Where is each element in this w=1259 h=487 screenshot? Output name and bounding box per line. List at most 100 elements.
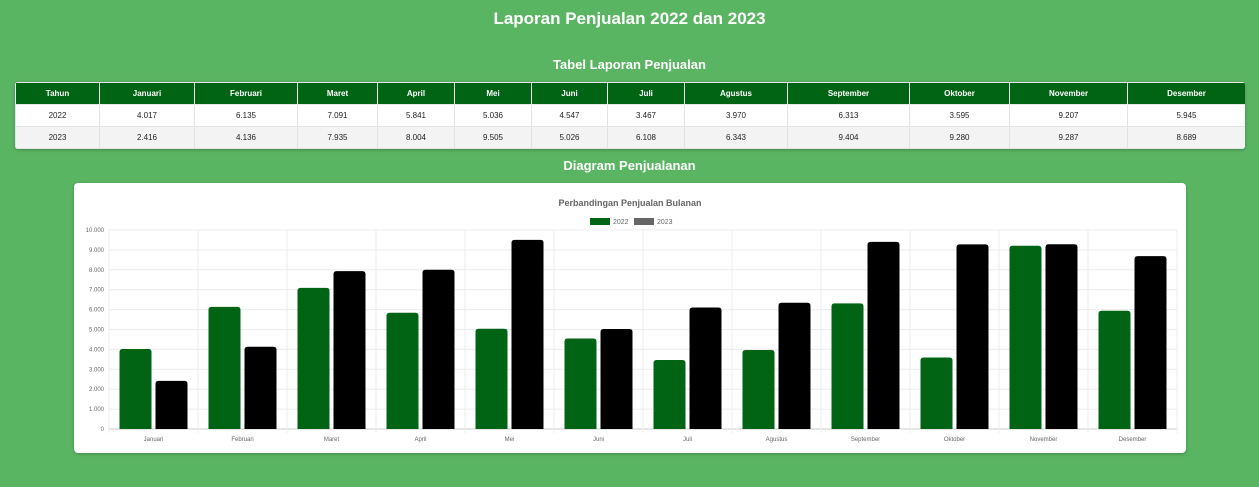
table-cell: 7.935 xyxy=(297,126,378,149)
table-cell: 2023 xyxy=(15,126,100,149)
bar-2023-Mei xyxy=(511,239,544,429)
bar-2022-November xyxy=(1009,245,1042,429)
x-tick-label: Desember xyxy=(1119,437,1147,443)
table-cell: 5.945 xyxy=(1127,104,1245,127)
bar-2022-April xyxy=(386,312,419,429)
table-cell: 5.026 xyxy=(531,126,608,149)
bar-2022-Maret xyxy=(297,287,330,429)
y-tick-label: 0 xyxy=(101,427,105,433)
header-cell: September xyxy=(787,82,910,105)
bar-2022-Juni xyxy=(564,338,597,429)
bar-2023-November xyxy=(1045,244,1078,429)
header-cell: Desember xyxy=(1127,82,1245,105)
legend-label-2022: 2022 xyxy=(613,219,629,226)
legend-label-2023: 2023 xyxy=(657,219,673,226)
y-tick-label: 2.000 xyxy=(89,387,105,393)
y-tick-label: 5.000 xyxy=(89,328,105,334)
table-cell: 6.343 xyxy=(684,126,788,149)
header-cell: Januari xyxy=(99,82,195,105)
table-cell: 5.841 xyxy=(377,104,455,127)
bar-2023-September xyxy=(867,241,900,429)
bar-2022-Januari xyxy=(119,349,152,429)
table-cell: 2022 xyxy=(15,104,100,127)
bar-2022-September xyxy=(831,303,864,429)
chart-section-title: Diagram Penjualanan xyxy=(563,158,696,173)
bar-2023-Oktober xyxy=(956,244,989,429)
header-cell: November xyxy=(1009,82,1128,105)
bar-2023-Februari xyxy=(244,346,277,429)
header-cell: Maret xyxy=(297,82,378,105)
table-cell: 9.505 xyxy=(454,126,532,149)
table-row: 2023 2.416 4.136 7.935 8.004 9.505 5.026… xyxy=(15,126,1245,149)
bar-2023-April xyxy=(422,269,455,429)
y-tick-label: 1.000 xyxy=(89,407,105,413)
table-cell: 5.036 xyxy=(454,104,532,127)
table-cell: 8.004 xyxy=(377,126,455,149)
bar-2023-Desember xyxy=(1134,256,1167,429)
table-cell: 4.136 xyxy=(194,126,298,149)
table-cell: 8.689 xyxy=(1127,126,1245,149)
bar-2023-Juli xyxy=(689,307,722,429)
y-tick-label: 8.000 xyxy=(89,268,105,274)
table-cell: 2.416 xyxy=(99,126,195,149)
table-row: 2022 4.017 6.135 7.091 5.841 5.036 4.547… xyxy=(15,104,1245,127)
x-tick-label: September xyxy=(851,437,880,443)
x-tick-label: Agustus xyxy=(766,437,788,443)
table-cell: 3.467 xyxy=(607,104,685,127)
header-cell: Agustus xyxy=(684,82,788,105)
bar-2023-Juni xyxy=(600,328,633,429)
y-tick-label: 7.000 xyxy=(89,288,105,294)
table-cell: 6.135 xyxy=(194,104,298,127)
chart-title: Perbandingan Penjualan Bulanan xyxy=(558,198,701,208)
table-cell: 9.287 xyxy=(1009,126,1128,149)
bar-2022-Oktober xyxy=(920,357,953,429)
x-tick-label: Mei xyxy=(505,437,515,443)
x-tick-label: Juli xyxy=(683,437,692,443)
header-cell: Tahun xyxy=(15,82,100,105)
header-cell: Oktober xyxy=(909,82,1010,105)
sales-table: Tahun Januari Februari Maret April Mei J… xyxy=(15,82,1245,149)
header-cell: Mei xyxy=(454,82,532,105)
header-cell: Februari xyxy=(194,82,298,105)
header-cell: Juli xyxy=(607,82,685,105)
table-header-row: Tahun Januari Februari Maret April Mei J… xyxy=(15,82,1245,105)
table-cell: 6.108 xyxy=(607,126,685,149)
y-tick-label: 9.000 xyxy=(89,248,105,254)
x-tick-label: Februari xyxy=(231,437,253,443)
table-cell: 7.091 xyxy=(297,104,378,127)
table-cell: 3.595 xyxy=(909,104,1010,127)
bar-2023-Agustus xyxy=(778,302,811,429)
table-cell: 3.970 xyxy=(684,104,788,127)
x-tick-label: Juni xyxy=(593,437,604,443)
bar-2022-Desember xyxy=(1098,310,1131,429)
sales-table-container: Tahun Januari Februari Maret April Mei J… xyxy=(15,82,1245,149)
legend-swatch-2023 xyxy=(634,218,654,225)
table-cell: 6.313 xyxy=(787,104,910,127)
page-title: Laporan Penjualan 2022 dan 2023 xyxy=(493,9,766,28)
y-tick-label: 10.000 xyxy=(86,228,105,234)
y-tick-label: 3.000 xyxy=(89,367,105,373)
x-tick-label: April xyxy=(414,437,426,443)
table-cell: 4.017 xyxy=(99,104,195,127)
bar-2023-Januari xyxy=(155,380,188,429)
y-tick-label: 6.000 xyxy=(89,308,105,314)
bar-chart: Perbandingan Penjualan Bulanan 2022 2023 0 1… xyxy=(86,198,1178,443)
bar-2023-Maret xyxy=(333,271,366,429)
y-tick-label: 4.000 xyxy=(89,347,105,353)
table-cell: 9.404 xyxy=(787,126,910,149)
x-tick-label: Maret xyxy=(324,437,340,443)
header-cell: Juni xyxy=(531,82,608,105)
legend-swatch-2022 xyxy=(590,218,610,225)
x-tick-label: November xyxy=(1030,437,1058,443)
table-title: Tabel Laporan Penjualan xyxy=(553,57,706,72)
table-cell: 9.280 xyxy=(909,126,1010,149)
header-cell: April xyxy=(377,82,455,105)
x-tick-label: Oktober xyxy=(944,437,965,443)
bar-2022-Agustus xyxy=(742,349,775,429)
bar-2022-Mei xyxy=(475,328,508,429)
bar-2022-Februari xyxy=(208,306,241,429)
x-tick-label: Januari xyxy=(144,437,164,443)
bar-2022-Juli xyxy=(653,360,686,429)
table-cell: 4.547 xyxy=(531,104,608,127)
chart-card: Perbandingan Penjualan Bulanan 2022 2023 0 1… xyxy=(74,183,1186,453)
